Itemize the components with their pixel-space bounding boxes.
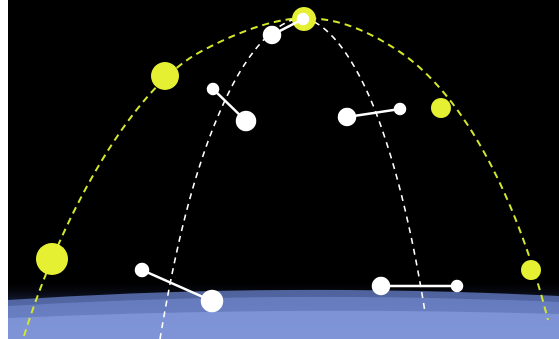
large-satellite-icon: [36, 243, 68, 275]
large-satellites: [36, 7, 541, 280]
small-satellite-icon: [337, 102, 407, 127]
large-satellite-icon: [521, 260, 541, 280]
small-satellite-icon: [206, 82, 257, 132]
inner-orbit-path-right: [303, 17, 426, 313]
large-satellite-icon: [151, 62, 179, 90]
earth-horizon: [8, 280, 559, 339]
small-satellite-icon: [371, 276, 464, 296]
small-satellite-icon: [134, 262, 224, 313]
large-satellite-icon: [431, 98, 451, 118]
small-satellite-icon: [262, 12, 310, 45]
small-satellites: [134, 12, 464, 313]
inner-orbit-path-left: [159, 17, 301, 339]
page-border: [0, 0, 8, 339]
